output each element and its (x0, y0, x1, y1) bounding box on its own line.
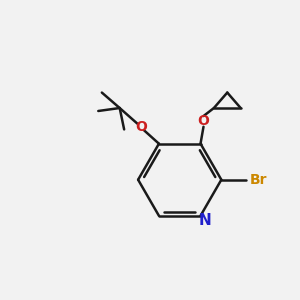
Text: O: O (135, 120, 147, 134)
Text: N: N (199, 213, 212, 228)
Text: O: O (198, 114, 209, 128)
Text: Br: Br (250, 173, 267, 187)
